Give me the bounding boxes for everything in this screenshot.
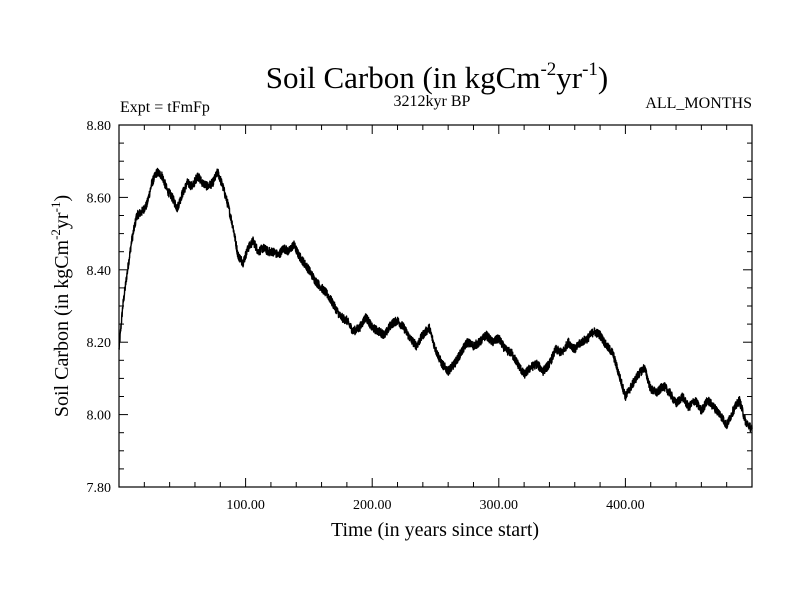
axis-ticks <box>119 125 752 487</box>
x-tick-labels: 100.00 200.00 300.00 400.00 <box>226 498 644 513</box>
x-tick-label: 400.00 <box>606 498 645 513</box>
y-tick-label: 8.40 <box>87 264 112 279</box>
y-axis-label: Soil Carbon (in kgCm-2yr-1) <box>48 195 73 417</box>
y-tick-labels: 7.80 8.00 8.20 8.40 8.60 8.80 <box>87 119 112 496</box>
x-tick-label: 200.00 <box>353 498 392 513</box>
y-tick-label: 7.80 <box>87 481 112 496</box>
experiment-label: Expt = tFmFp <box>120 99 210 116</box>
y-tick-label: 8.00 <box>87 409 112 424</box>
months-label: ALL_MONTHS <box>645 95 752 112</box>
soil-carbon-series-line <box>118 167 753 433</box>
y-tick-label: 8.80 <box>87 119 112 134</box>
x-axis-label: Time (in years since start) <box>331 519 539 541</box>
chart-title: Soil Carbon (in kgCm-2yr-1) <box>266 59 609 95</box>
x-tick-label: 100.00 <box>226 498 265 513</box>
y-tick-label: 8.60 <box>87 191 112 206</box>
y-tick-label: 8.20 <box>87 336 112 351</box>
period-label: 3212kyr BP <box>394 93 471 110</box>
x-tick-label: 300.00 <box>480 498 519 513</box>
